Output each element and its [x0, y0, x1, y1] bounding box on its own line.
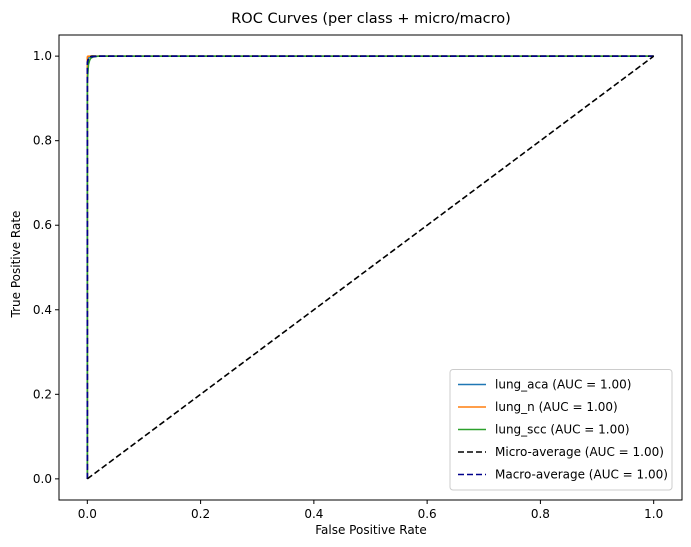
x-axis: 0.0 0.2 0.4 0.6 0.8 1.0	[78, 500, 663, 521]
legend-label: Macro-average (AUC = 1.00)	[495, 468, 668, 482]
chart-title: ROC Curves (per class + micro/macro)	[231, 11, 511, 27]
y-axis-label: True Positive Rate	[9, 211, 23, 319]
x-axis-label: False Positive Rate	[315, 523, 427, 537]
series-layer	[86, 55, 655, 480]
y-tick-label: 1.0	[33, 49, 52, 63]
y-tick-label: 0.8	[33, 134, 52, 148]
legend-label: lung_n (AUC = 1.00)	[495, 400, 618, 414]
legend-label: lung_aca (AUC = 1.00)	[495, 378, 631, 392]
legend: lung_aca (AUC = 1.00) lung_n (AUC = 1.00)…	[449, 369, 673, 491]
y-tick-label: 0.6	[33, 218, 52, 232]
chance-diagonal-line	[86, 55, 655, 480]
x-tick-label: 0.2	[191, 507, 210, 521]
legend-box	[449, 369, 673, 491]
y-axis: 0.0 0.2 0.4 0.6 0.8 1.0	[33, 49, 59, 486]
x-tick-label: 0.0	[78, 507, 97, 521]
series-line-4	[86, 55, 654, 479]
y-tick-label: 0.0	[33, 472, 52, 486]
legend-label: Micro-average (AUC = 1.00)	[495, 445, 664, 459]
legend-label: lung_scc (AUC = 1.00)	[495, 423, 630, 437]
x-tick-label: 0.6	[418, 507, 437, 521]
y-tick-label: 0.4	[33, 303, 52, 317]
x-tick-label: 1.0	[644, 507, 663, 521]
x-tick-label: 0.8	[531, 507, 550, 521]
plot-frame	[58, 34, 683, 501]
y-tick-label: 0.2	[33, 387, 52, 401]
x-tick-label: 0.4	[304, 507, 323, 521]
